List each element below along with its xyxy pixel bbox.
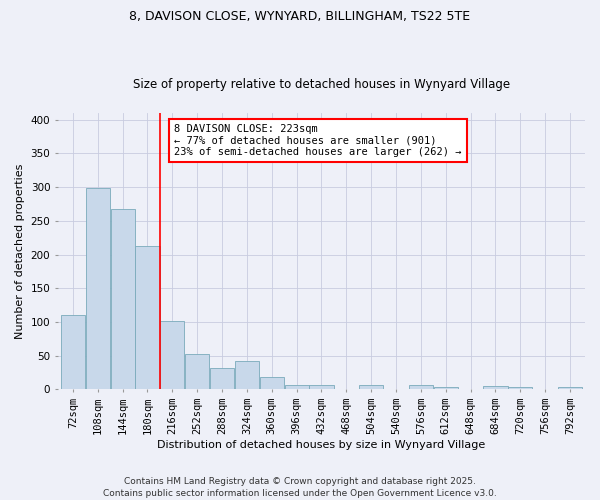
Bar (160, 321, 184, 390)
Text: Contains HM Land Registry data © Crown copyright and database right 2025.
Contai: Contains HM Land Registry data © Crown c… (103, 476, 497, 498)
Bar (136, 246, 160, 390)
Bar (484, 386, 508, 390)
Bar (310, 384, 334, 390)
Bar (61, 315, 85, 390)
X-axis label: Distribution of detached houses by size in Wynyard Village: Distribution of detached houses by size … (157, 440, 485, 450)
Bar (185, 354, 209, 390)
Bar (359, 384, 383, 390)
Bar (86, 188, 110, 390)
Bar (110, 208, 134, 390)
Text: 8, DAVISON CLOSE, WYNYARD, BILLINGHAM, TS22 5TE: 8, DAVISON CLOSE, WYNYARD, BILLINGHAM, T… (130, 10, 470, 23)
Bar (235, 361, 259, 390)
Title: Size of property relative to detached houses in Wynyard Village: Size of property relative to detached ho… (133, 78, 510, 91)
Text: 8 DAVISON CLOSE: 223sqm
← 77% of detached houses are smaller (901)
23% of semi-d: 8 DAVISON CLOSE: 223sqm ← 77% of detache… (174, 124, 461, 158)
Bar (508, 386, 532, 390)
Bar (434, 386, 458, 390)
Bar (409, 386, 433, 390)
Y-axis label: Number of detached properties: Number of detached properties (15, 164, 25, 339)
Bar (284, 384, 308, 390)
Bar (558, 386, 582, 390)
Bar (210, 368, 234, 390)
Bar (260, 377, 284, 390)
